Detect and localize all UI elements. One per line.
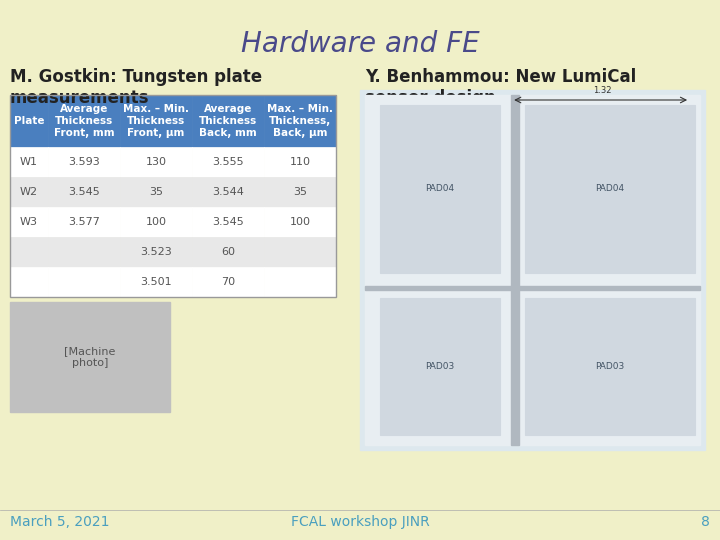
- Bar: [48, 267, 120, 297]
- Bar: [48, 147, 120, 177]
- Bar: [10, 95, 48, 147]
- Text: March 5, 2021: March 5, 2021: [10, 515, 109, 529]
- Bar: [264, 207, 336, 237]
- Bar: [264, 267, 336, 297]
- Text: Average
Thickness
Front, mm: Average Thickness Front, mm: [54, 104, 114, 138]
- Bar: [10, 95, 336, 297]
- Text: 100: 100: [145, 217, 166, 227]
- Bar: [10, 267, 48, 297]
- Text: 1.32: 1.32: [593, 86, 612, 95]
- Bar: [10, 207, 48, 237]
- Bar: [120, 237, 192, 267]
- Text: PAD03: PAD03: [595, 362, 625, 371]
- Bar: [360, 90, 705, 450]
- Bar: [120, 177, 192, 207]
- Bar: [511, 95, 519, 445]
- Text: 3.545: 3.545: [212, 217, 244, 227]
- Bar: [380, 298, 500, 435]
- Text: Max. – Min.
Thickness
Front, μm: Max. – Min. Thickness Front, μm: [123, 104, 189, 138]
- Bar: [192, 267, 264, 297]
- Bar: [192, 147, 264, 177]
- Bar: [526, 105, 695, 273]
- Text: PAD04: PAD04: [426, 184, 455, 193]
- Bar: [10, 147, 48, 177]
- Text: W1: W1: [20, 157, 38, 167]
- Text: Hardware and FE: Hardware and FE: [240, 30, 480, 58]
- Text: PAD04: PAD04: [595, 184, 625, 193]
- Bar: [264, 237, 336, 267]
- Text: [Machine
photo]: [Machine photo]: [64, 346, 116, 368]
- Bar: [48, 207, 120, 237]
- Text: M. Gostkin: Tungsten plate
measurements: M. Gostkin: Tungsten plate measurements: [10, 68, 262, 107]
- Text: 110: 110: [289, 157, 310, 167]
- Text: 3.523: 3.523: [140, 247, 172, 257]
- Text: 35: 35: [149, 187, 163, 197]
- Bar: [264, 177, 336, 207]
- Text: 3.593: 3.593: [68, 157, 100, 167]
- Bar: [48, 177, 120, 207]
- Text: 3.577: 3.577: [68, 217, 100, 227]
- Text: 70: 70: [221, 277, 235, 287]
- Bar: [120, 147, 192, 177]
- Text: 3.555: 3.555: [212, 157, 244, 167]
- Bar: [264, 95, 336, 147]
- Bar: [192, 207, 264, 237]
- Bar: [365, 95, 700, 445]
- Text: Y. Benhammou: New LumiCal
sensor design: Y. Benhammou: New LumiCal sensor design: [365, 68, 636, 107]
- Text: W2: W2: [20, 187, 38, 197]
- Bar: [120, 95, 192, 147]
- Text: FCAL workshop JINR: FCAL workshop JINR: [291, 515, 429, 529]
- Bar: [120, 207, 192, 237]
- Bar: [10, 237, 48, 267]
- Bar: [48, 237, 120, 267]
- Text: 35: 35: [293, 187, 307, 197]
- Text: 3.544: 3.544: [212, 187, 244, 197]
- Text: 3.545: 3.545: [68, 187, 100, 197]
- Text: 130: 130: [145, 157, 166, 167]
- Text: W3: W3: [20, 217, 38, 227]
- Bar: [192, 95, 264, 147]
- Bar: [526, 298, 695, 435]
- Bar: [380, 105, 500, 273]
- Bar: [10, 302, 170, 412]
- Text: 60: 60: [221, 247, 235, 257]
- Bar: [192, 237, 264, 267]
- Bar: [10, 177, 48, 207]
- Bar: [192, 177, 264, 207]
- Text: Average
Thickness
Back, mm: Average Thickness Back, mm: [199, 104, 257, 138]
- Bar: [264, 147, 336, 177]
- Bar: [365, 286, 700, 289]
- Text: 8: 8: [701, 515, 710, 529]
- Bar: [48, 95, 120, 147]
- Text: 3.501: 3.501: [140, 277, 172, 287]
- Text: Plate: Plate: [14, 116, 44, 126]
- Text: Max. – Min.
Thickness,
Back, μm: Max. – Min. Thickness, Back, μm: [267, 104, 333, 138]
- Text: PAD03: PAD03: [426, 362, 455, 371]
- Bar: [120, 267, 192, 297]
- Text: 100: 100: [289, 217, 310, 227]
